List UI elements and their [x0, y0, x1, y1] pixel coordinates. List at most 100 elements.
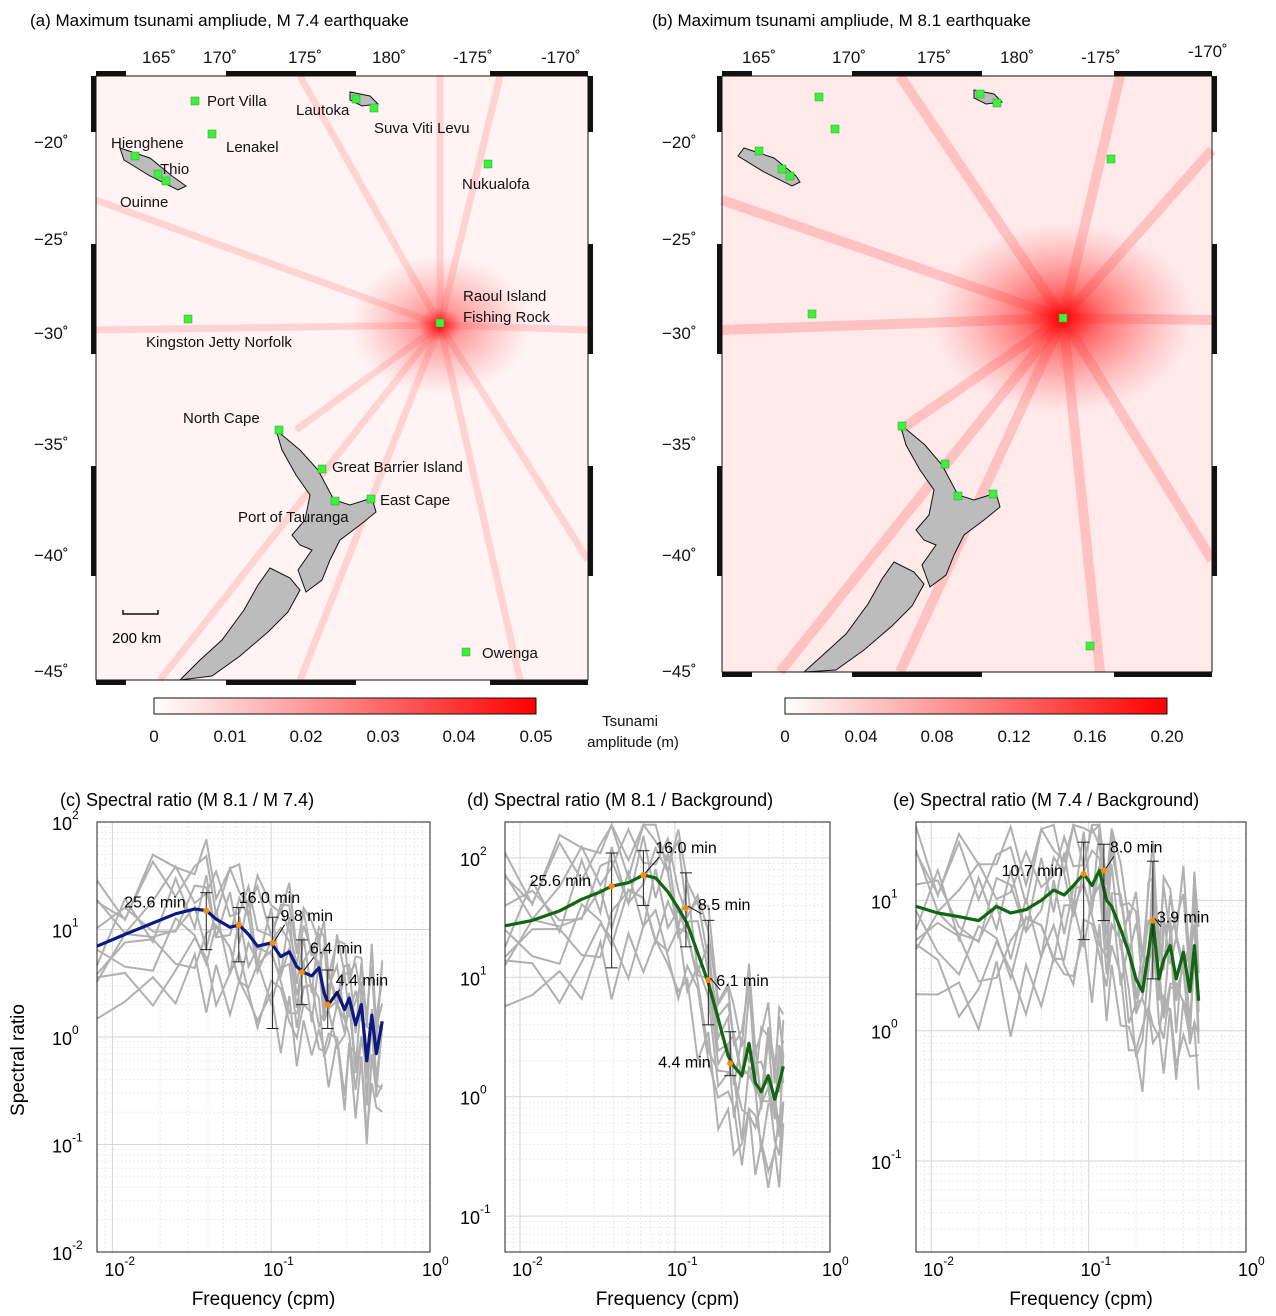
- map-a-lat-tick: −25˚: [34, 230, 69, 249]
- panel-b-title: (b) Maximum tsunami ampliude, M 8.1 eart…: [652, 11, 1031, 30]
- x-tick-label: 10: [1238, 1260, 1258, 1280]
- y-tick-label: 10: [871, 1153, 891, 1173]
- peak-label: 9.8 min: [281, 908, 333, 925]
- y-tick-exponent: -1: [72, 1131, 83, 1145]
- map-b-lon-tick: 170˚: [832, 48, 866, 67]
- y-tick-exponent: 2: [72, 808, 79, 822]
- label-owenga: Owenga: [482, 645, 539, 662]
- y-tick-exponent: 2: [480, 844, 487, 858]
- colorbar-a-tick: 0.05: [519, 727, 552, 746]
- y-tick-label: 10: [460, 1089, 480, 1109]
- y-tick-label: 10: [460, 850, 480, 870]
- label-ouinne: Ouinne: [120, 194, 168, 211]
- x-axis-label: Frequency (cpm): [192, 1289, 336, 1310]
- colorbar-a: [154, 698, 536, 714]
- label-thio: Thio: [160, 161, 189, 178]
- map-a-lon-tick: 170˚: [203, 48, 237, 67]
- map-a-lat-tick: −35˚: [34, 435, 69, 454]
- map-b-lat-tick: −40˚: [662, 546, 697, 565]
- x-tick-label: 10: [667, 1260, 687, 1280]
- label-suva: Suva Viti Levu: [374, 120, 470, 137]
- x-tick-exponent: 0: [442, 1254, 449, 1268]
- x-tick-exponent: -2: [532, 1254, 543, 1268]
- peak-label: 4.4 min: [658, 1054, 710, 1071]
- y-tick-label: 10: [52, 814, 72, 834]
- colorbar-b-tick: 0.08: [920, 727, 953, 746]
- y-tick-label: 10: [52, 1029, 72, 1049]
- label-lenakel: Lenakel: [226, 139, 279, 156]
- peak-label: 25.6 min: [124, 895, 185, 912]
- peak-point: [727, 1060, 733, 1066]
- x-tick-exponent: -1: [1101, 1254, 1112, 1268]
- map-a-lat-tick: −45˚: [34, 662, 69, 681]
- map-a-lon-tick: 180˚: [372, 48, 406, 67]
- label-hienghene: Hienghene: [111, 135, 184, 152]
- panel-b: (b) Maximum tsunami ampliude, M 8.1 eart…: [652, 11, 1228, 746]
- colorbar-b: [785, 698, 1167, 714]
- peak-label: 8.0 min: [1110, 839, 1162, 856]
- x-tick-label: 10: [1081, 1260, 1101, 1280]
- peak-point: [609, 883, 615, 889]
- colorbar-b-tick: 0.04: [844, 727, 877, 746]
- peak-label: 6.4 min: [310, 940, 362, 957]
- y-tick-label: 10: [871, 1023, 891, 1043]
- peak-point: [236, 922, 242, 928]
- x-tick-label: 10: [104, 1260, 124, 1280]
- x-tick-label: 10: [512, 1260, 532, 1280]
- map-b-lon-tick: 175˚: [917, 48, 951, 67]
- peak-label: 25.6 min: [530, 873, 591, 890]
- colorbar-b-tick: 0.20: [1150, 727, 1183, 746]
- map-a-lat-tick: −40˚: [34, 546, 69, 565]
- map-a-lon-tick: 165˚: [142, 48, 176, 67]
- label-lautoka: Lautoka: [296, 102, 350, 119]
- panel-a-title: (a) Maximum tsunami ampliude, M 7.4 eart…: [30, 11, 409, 30]
- y-tick-exponent: 0: [72, 1023, 79, 1037]
- y-tick-label: 10: [460, 1208, 480, 1228]
- x-tick-exponent: -2: [124, 1254, 135, 1268]
- colorbar-b-tick: 0.12: [997, 727, 1030, 746]
- x-axis-label: Frequency (cpm): [1009, 1289, 1153, 1310]
- peak-label: 8.5 min: [698, 897, 750, 914]
- x-tick-label: 10: [822, 1260, 842, 1280]
- peak-label: 16.0 min: [239, 890, 300, 907]
- x-axis-label: Frequency (cpm): [596, 1289, 740, 1310]
- map-b-lon-tick: -170˚: [1188, 42, 1228, 61]
- spectral-title: (c) Spectral ratio (M 8.1 / M 7.4): [60, 790, 314, 810]
- colorbar-label: amplitude (m): [587, 734, 679, 751]
- colorbar-a-tick: 0.02: [289, 727, 322, 746]
- colorbar-a-tick: 0: [149, 727, 158, 746]
- map-b-lon-tick: 180˚: [1000, 48, 1034, 67]
- label-raoul-island: Raoul Island: [463, 288, 546, 305]
- spectral-title: (d) Spectral ratio (M 8.1 / Background): [467, 790, 773, 810]
- y-tick-exponent: 1: [72, 916, 79, 930]
- y-tick-exponent: 1: [891, 886, 898, 900]
- label-east-cape: East Cape: [380, 492, 450, 509]
- x-tick-exponent: 0: [1258, 1254, 1265, 1268]
- x-tick-label: 10: [923, 1260, 943, 1280]
- map-b-lat-tick: −30˚: [662, 324, 697, 343]
- colorbar-label: Tsunami: [602, 713, 658, 730]
- map-a-lon-tick: 175˚: [288, 48, 322, 67]
- label-north-cape: North Cape: [183, 410, 260, 427]
- peak-point: [705, 977, 711, 983]
- peak-label: 16.0 min: [655, 840, 716, 857]
- map-a-lat-tick: −30˚: [34, 324, 69, 343]
- y-tick-exponent: 0: [891, 1017, 898, 1031]
- y-tick-exponent: -1: [891, 1147, 902, 1161]
- spectral-panel-e: (e) Spectral ratio (M 7.4 / Background) 1…: [871, 790, 1265, 1310]
- map-a-lat-tick: −20˚: [34, 133, 69, 152]
- y-tick-label: 10: [52, 1137, 72, 1157]
- y-tick-exponent: -1: [480, 1202, 491, 1216]
- y-tick-label: 10: [460, 969, 480, 989]
- peak-point: [1150, 918, 1156, 924]
- y-tick-label: 10: [52, 1244, 72, 1264]
- label-tauranga: Port of Tauranga: [238, 509, 349, 526]
- colorbar-a-tick: 0.04: [442, 727, 475, 746]
- x-tick-exponent: 0: [842, 1254, 849, 1268]
- peak-label: 6.1 min: [716, 973, 768, 990]
- x-tick-label: 10: [422, 1260, 442, 1280]
- spectral-panel-d: (d) Spectral ratio (M 8.1 / Background) 2…: [460, 790, 849, 1310]
- spectral-title: (e) Spectral ratio (M 7.4 / Background): [893, 790, 1199, 810]
- y-tick-label: 10: [871, 892, 891, 912]
